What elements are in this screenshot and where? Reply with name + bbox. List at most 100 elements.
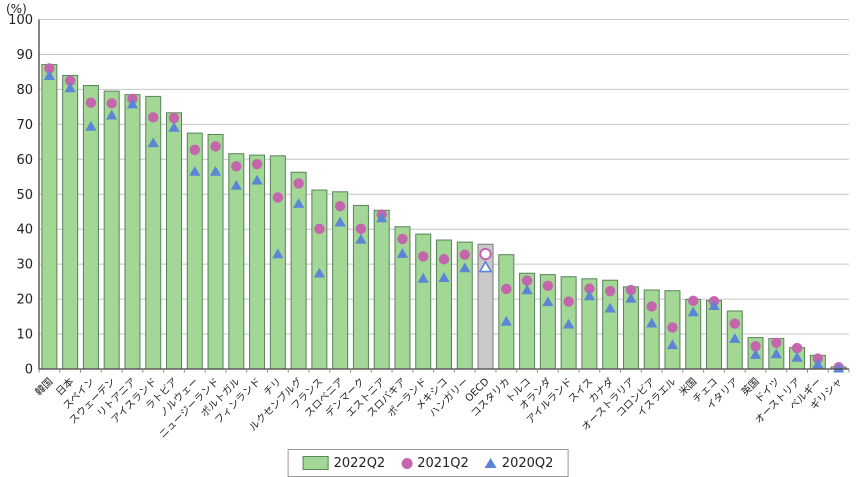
marker-2021-アイスランド [148, 112, 159, 123]
marker-2021-コスタリカ [501, 283, 512, 295]
marker-2020-フィンランド [251, 174, 263, 185]
chart-svg: 0102030405060708090100韓国日本スペインスウェーデンリトアニ… [8, 13, 850, 441]
marker-2021-スロバキア [397, 233, 408, 245]
legend-swatch-bar-icon [302, 456, 329, 470]
bar-リトアニア [124, 94, 141, 370]
y-tick-label: 10 [16, 328, 33, 343]
bar-チェコ [706, 299, 722, 370]
marker-2021-デンマーク [355, 223, 367, 235]
marker-2020-デンマーク [355, 233, 367, 244]
y-tick-label: 60 [16, 153, 33, 168]
marker-2020-スロバキア [396, 248, 409, 258]
marker-2021-オーストラリア [625, 284, 637, 296]
marker-2021-ポルトガル [231, 161, 242, 172]
y-tick-label: 90 [16, 48, 33, 63]
marker-2020-リトアニア [126, 98, 139, 109]
marker-2021-米国 [688, 295, 699, 307]
y-tick-label: 70 [16, 118, 33, 133]
marker-2020-スロベニア [334, 216, 346, 227]
marker-2020-トルコ [521, 284, 533, 295]
marker-2020-ルクセンブルグ [293, 198, 305, 208]
bar-フィンランド [249, 154, 266, 370]
marker-2021-フィンランド [251, 158, 263, 170]
y-tick-label: 80 [16, 83, 33, 98]
marker-2020-ポルトガル [230, 179, 242, 190]
marker-2021-スロベニア [334, 200, 346, 212]
bar-ハンガリー [456, 241, 473, 370]
y-tick-label: 100 [8, 13, 33, 28]
marker-2020-スペイン [85, 120, 97, 131]
marker-2020-英国 [749, 349, 762, 359]
bar-エストニア [373, 209, 390, 370]
legend-item-2021Q2: 2021Q2 [401, 456, 469, 471]
legend-label: 2022Q2 [333, 455, 386, 471]
marker-2021-フランス [314, 223, 325, 235]
marker-2021-英国 [750, 341, 761, 352]
marker-2021-日本 [64, 75, 76, 86]
bar-チリ [269, 155, 286, 370]
marker-2020-ノルウェー [189, 165, 201, 176]
bar-コスタリカ [498, 254, 515, 370]
y-tick-label: 50 [16, 188, 33, 203]
marker-2021-ハンガリー [459, 249, 470, 260]
y-tick-label: 30 [16, 258, 33, 273]
marker-2020-ドイツ [770, 348, 782, 359]
marker-2021-チリ [272, 192, 284, 203]
marker-2021-ドイツ [771, 337, 782, 348]
marker-2021-ノルウェー [189, 144, 200, 156]
legend-label: 2020Q2 [501, 455, 554, 471]
marker-2021-韓国 [44, 63, 55, 74]
bar-韓国 [41, 64, 58, 370]
bar-日本 [62, 74, 79, 370]
marker-2021-ポーランド [418, 251, 429, 262]
marker-2020-スイス [583, 290, 595, 301]
marker-2020-オーストリア [791, 351, 803, 362]
legend-item-2022Q2: 2022Q2 [302, 455, 386, 471]
marker-2020-OECD [478, 260, 493, 273]
marker-2020-イタリア [729, 333, 741, 343]
marker-2021-スウェーデン [106, 98, 117, 109]
marker-2020-ギリシャ [833, 362, 845, 373]
marker-2021-コロンビア [646, 301, 657, 312]
marker-2020-オランダ [542, 296, 554, 307]
bar-スロバキア [394, 226, 411, 370]
marker-2021-イスラエル [667, 322, 678, 333]
marker-2021-イタリア [729, 318, 740, 329]
marker-2021-ニュージーランド [210, 141, 221, 152]
marker-2020-スウェーデン [106, 109, 118, 120]
marker-2021-トルコ [521, 275, 533, 286]
marker-2021-ベルギー [812, 353, 824, 364]
marker-2020-チリ [272, 248, 284, 259]
marker-2020-メキシコ [438, 272, 450, 283]
plot-area: 0 10 20 30 40 50 60 70 80 90 100 韓国 日本 スペイン スウェーデン リトアニ… [8, 13, 850, 441]
marker-2021-スペイン [85, 97, 97, 108]
x-label-韓国: 韓国 [33, 376, 56, 399]
legend-swatch-triangle-icon [484, 458, 497, 468]
marker-2020-日本 [64, 82, 76, 93]
marker-2021-スイス [584, 283, 595, 294]
bar-フランス [311, 189, 328, 370]
marker-2020-エストニア [376, 212, 388, 223]
legend-item-2020Q2: 2020Q2 [484, 455, 554, 471]
marker-2020-韓国 [43, 70, 55, 81]
marker-2020-カナダ [604, 302, 616, 313]
marker-2020-米国 [687, 306, 699, 317]
marker-2021-オーストリア [791, 342, 803, 354]
marker-2020-コスタリカ [500, 315, 512, 326]
marker-2020-コロンビア [646, 317, 658, 328]
bar-アイスランド [145, 95, 162, 370]
y-axis-unit-label: (%) [6, 2, 27, 16]
y-tick-label: 0 [25, 363, 33, 378]
marker-2021-OECD [479, 247, 492, 261]
marker-2020-オーストラリア [625, 292, 637, 303]
marker-2021-ルクセンブルグ [293, 178, 304, 189]
marker-2020-チェコ [708, 300, 720, 310]
marker-2020-ハンガリー [459, 262, 471, 273]
legend-label: 2021Q2 [417, 455, 469, 471]
marker-2020-ラトビア [168, 121, 180, 132]
marker-2020-イスラエル [666, 339, 679, 350]
legend: 2022Q2 2021Q2 2020Q2 [287, 449, 569, 477]
marker-2020-アイルランド [563, 318, 575, 329]
marker-2020-アイスランド [147, 137, 159, 148]
